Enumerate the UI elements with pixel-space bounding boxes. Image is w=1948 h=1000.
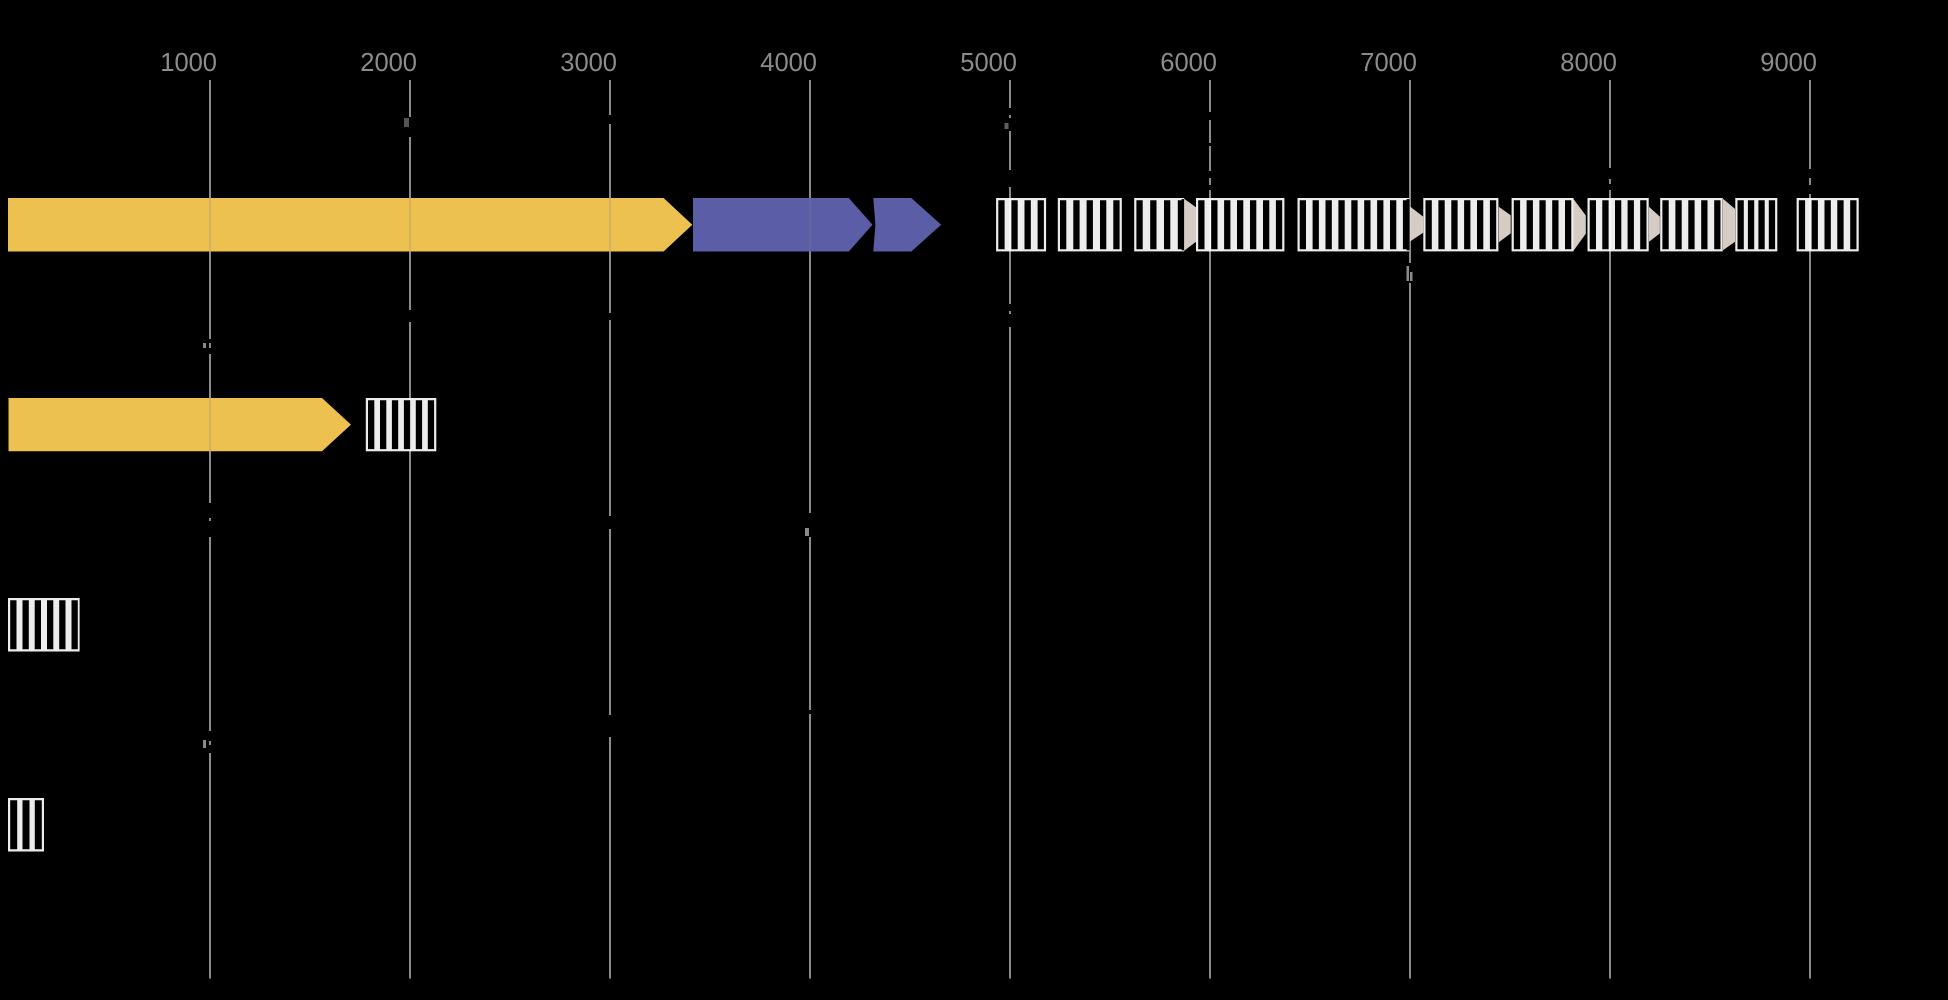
svg-text:7000: 7000 bbox=[1360, 49, 1417, 77]
svg-text:4000: 4000 bbox=[760, 49, 817, 77]
svg-text:9000: 9000 bbox=[1760, 49, 1817, 77]
svg-text:5000: 5000 bbox=[960, 49, 1017, 77]
svg-text:3000: 3000 bbox=[560, 49, 617, 77]
svg-text:1000: 1000 bbox=[160, 49, 217, 77]
svg-text:2000: 2000 bbox=[360, 49, 417, 77]
svg-text:6000: 6000 bbox=[1160, 49, 1217, 77]
svg-text:8000: 8000 bbox=[1560, 49, 1617, 77]
